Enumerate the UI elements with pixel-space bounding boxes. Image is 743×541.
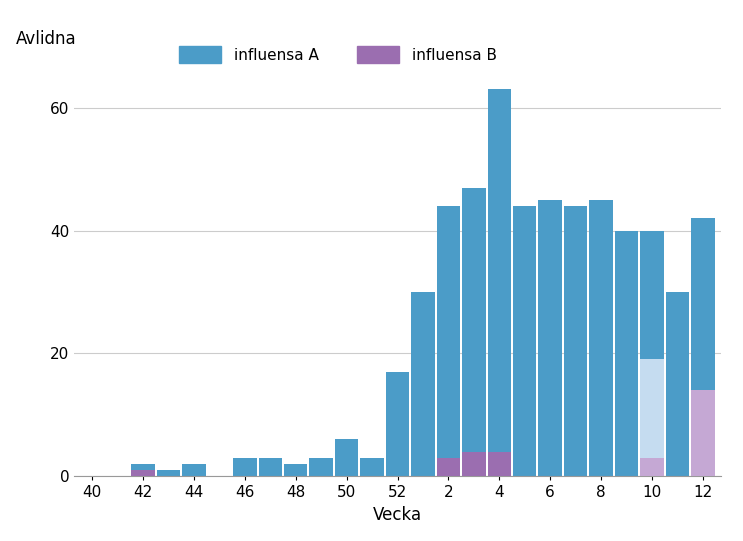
Bar [309, 458, 333, 476]
Bar [539, 200, 562, 476]
Bar [487, 452, 511, 476]
Bar [437, 206, 460, 476]
Bar [157, 470, 180, 476]
Bar [360, 458, 384, 476]
Bar [462, 188, 486, 476]
Bar [437, 458, 460, 476]
Bar [411, 292, 435, 476]
Bar [691, 390, 715, 476]
Bar [487, 89, 511, 476]
X-axis label: Vecka: Vecka [373, 506, 422, 524]
Bar [564, 206, 588, 476]
Legend: influensa A, influensa B: influensa A, influensa B [172, 39, 503, 70]
Bar [132, 470, 155, 476]
Bar [691, 219, 715, 476]
Text: Avlidna: Avlidna [16, 30, 77, 49]
Bar [666, 292, 690, 476]
Bar [233, 458, 256, 476]
Bar [691, 390, 715, 476]
Bar [182, 464, 206, 476]
Bar [386, 372, 409, 476]
Bar [132, 464, 155, 476]
Bar [462, 452, 486, 476]
Bar [615, 230, 638, 476]
Bar [589, 200, 613, 476]
Bar [640, 230, 663, 476]
Bar [335, 439, 358, 476]
Bar [640, 359, 663, 476]
Bar [640, 458, 663, 476]
Bar [259, 458, 282, 476]
Bar [513, 206, 536, 476]
Bar [284, 464, 308, 476]
